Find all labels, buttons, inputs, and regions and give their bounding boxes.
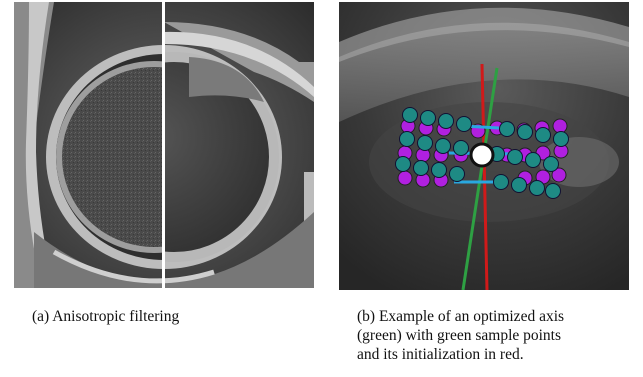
caption-a-text: Anisotropic filtering: [52, 308, 180, 325]
optimized-sample-points: [395, 107, 569, 199]
axis-center-marker: [469, 142, 495, 168]
optimized-axis-line: [461, 67, 499, 290]
caption-b-line-3: and its initialization in red.: [357, 346, 524, 363]
caption-b: (b) Example of an optimized axis (green)…: [357, 307, 640, 364]
optimized-axis-image: [339, 2, 629, 290]
caption-b-tag: (b): [357, 308, 379, 325]
caption-a: (a) Anisotropic filtering: [32, 307, 292, 326]
caption-b-line-2: (green) with green sample points: [357, 327, 562, 344]
anisotropic-filtering-image: [14, 2, 314, 288]
initialization-axis-line: [480, 63, 489, 290]
caption-a-tag: (a): [32, 308, 53, 325]
axis-sampling-render: [339, 2, 629, 290]
caption-b-line-1-text: Example of an optimized axis: [378, 308, 565, 325]
eye-mri-left-render: [14, 2, 314, 288]
caption-b-line-1: (b) Example of an optimized axis: [357, 307, 640, 326]
